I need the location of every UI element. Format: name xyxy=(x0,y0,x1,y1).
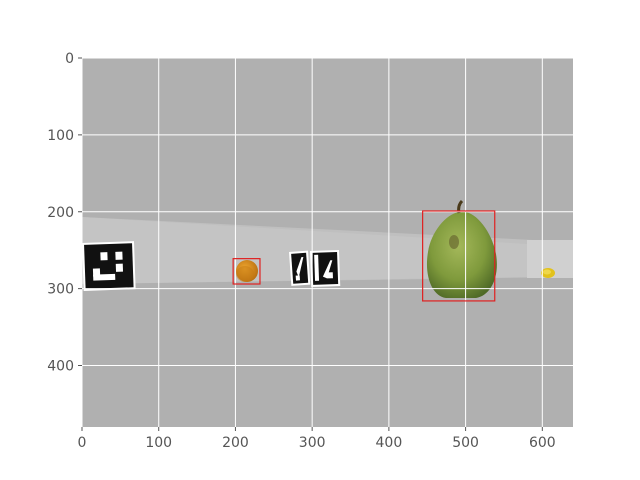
x-tick-label: 300 xyxy=(299,435,326,451)
aruco-marker-middle-right xyxy=(310,250,340,287)
x-tick-label: 600 xyxy=(529,435,556,451)
x-tick-label: 200 xyxy=(222,435,249,451)
y-tick-label: 200 xyxy=(47,205,74,221)
y-tick-label: 0 xyxy=(65,51,74,67)
aruco-marker-left xyxy=(82,241,136,291)
plot-area xyxy=(82,58,573,427)
y-axis: 0 100 200 300 400 xyxy=(47,51,82,375)
y-tick-label: 300 xyxy=(47,282,74,298)
x-tick-label: 500 xyxy=(452,435,479,451)
aruco-marker-middle-left xyxy=(289,251,310,286)
lemon xyxy=(541,268,555,278)
orange xyxy=(236,260,258,282)
y-tick-label: 100 xyxy=(47,128,74,144)
x-tick-label: 0 xyxy=(78,435,87,451)
y-tick-label: 400 xyxy=(47,359,74,375)
x-axis: 0 100 200 300 400 500 600 xyxy=(78,427,556,451)
x-tick-label: 100 xyxy=(145,435,172,451)
x-tick-label: 400 xyxy=(376,435,403,451)
